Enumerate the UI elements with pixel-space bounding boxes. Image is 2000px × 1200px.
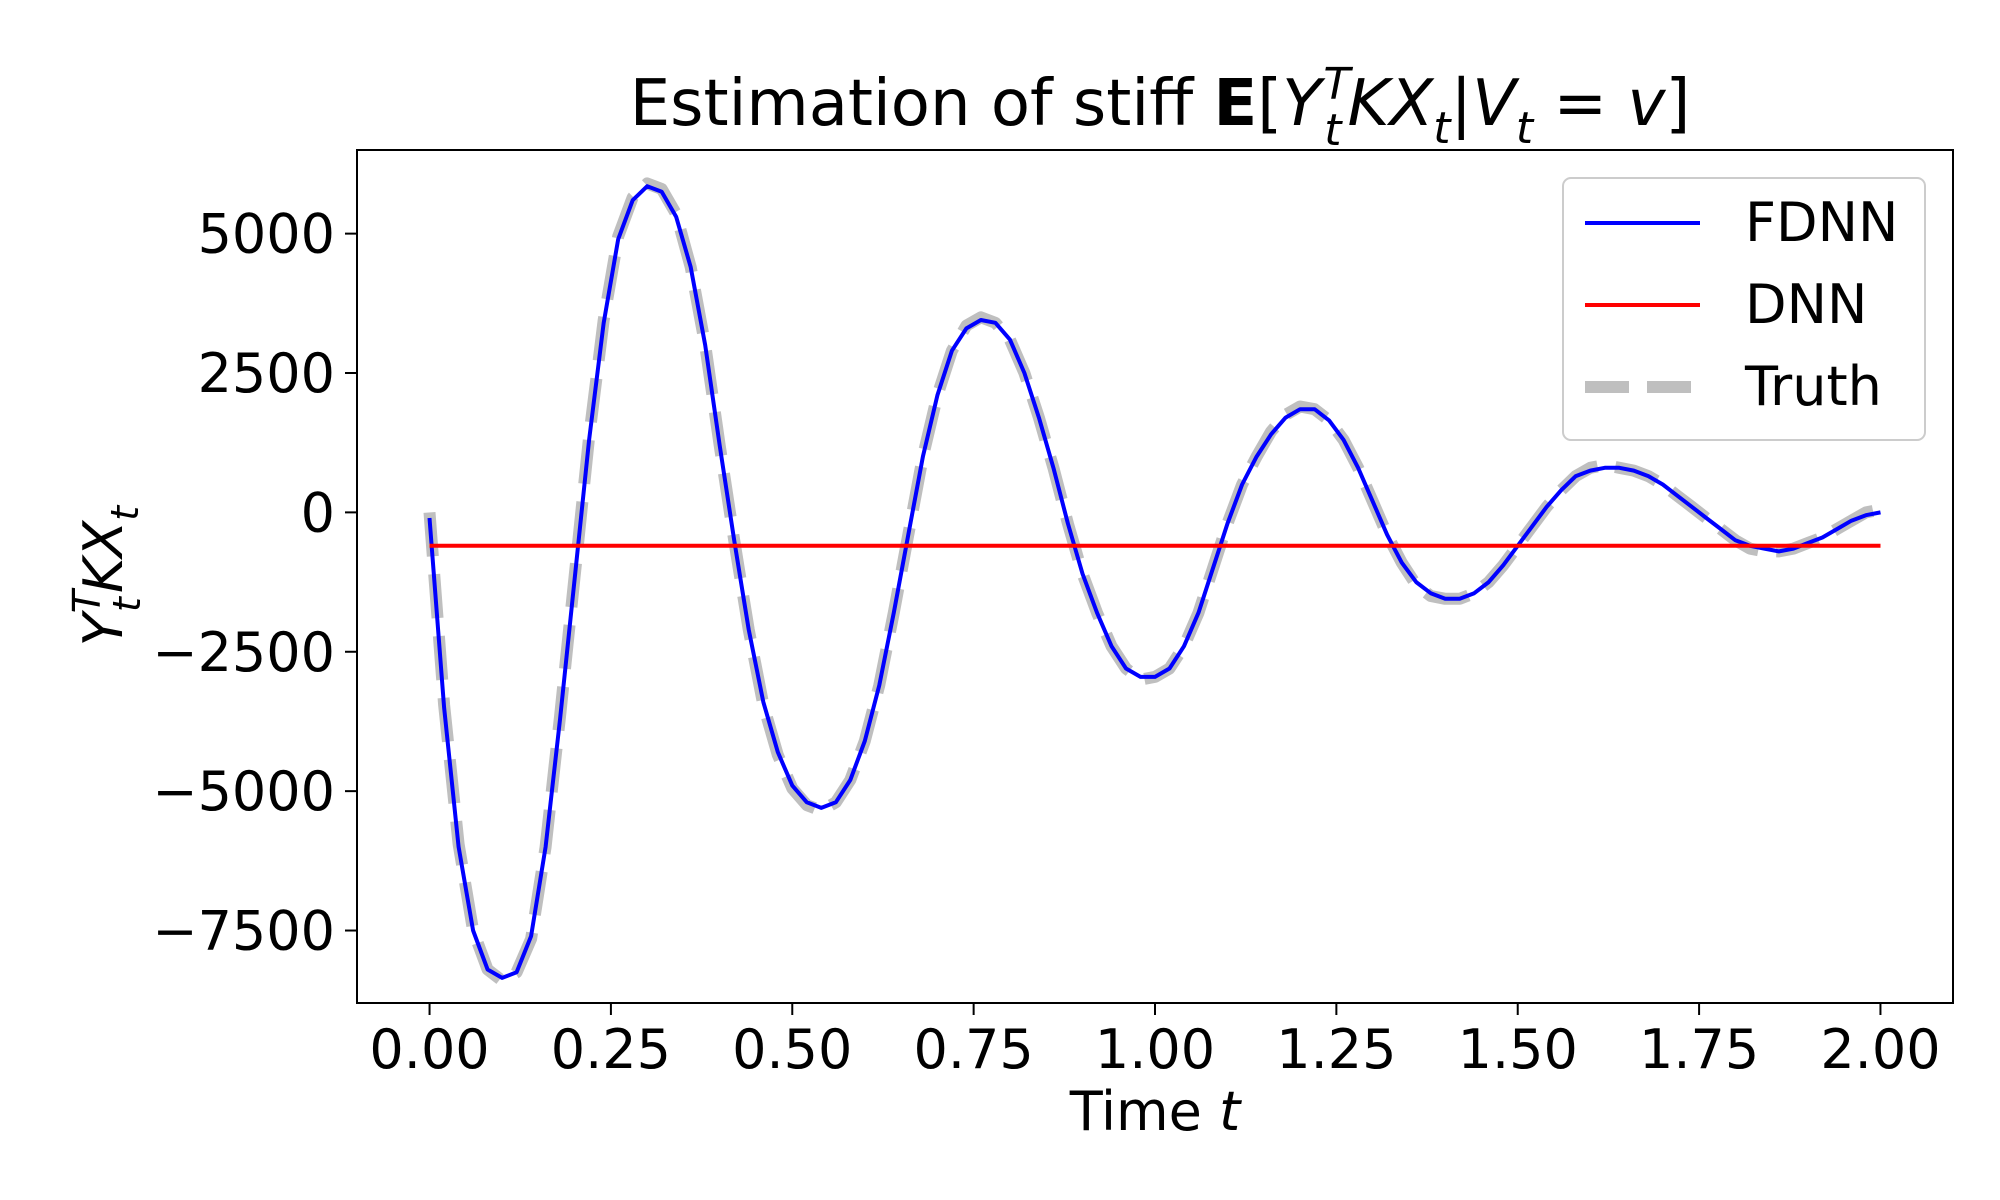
title-bracket-open: [ (1257, 67, 1282, 141)
legend-box (1562, 177, 1926, 441)
y-label-x: X (72, 520, 135, 561)
title-k: K (1347, 67, 1394, 141)
x-axis-label: Time t (1069, 1080, 1242, 1143)
title-eq: = (1533, 67, 1627, 141)
title-prefix: Estimation of stiff (630, 67, 1214, 141)
y-axis: −7500 −5000 −2500 0 2500 5000 (152, 203, 357, 963)
legend: FDNN DNN Truth (1562, 177, 1926, 441)
title-bracket-close: ] (1665, 67, 1690, 141)
x-tick-label: 1.50 (1458, 1018, 1578, 1081)
x-tick-label: 1.00 (1095, 1018, 1215, 1081)
x-tick-label: 0.75 (914, 1018, 1034, 1081)
series-layer (423, 177, 1882, 987)
legend-label-dnn: DNN (1745, 273, 1867, 336)
title-x: X (1386, 67, 1434, 141)
y-label-y-sub: t (105, 595, 149, 612)
y-tick-label: −2500 (152, 621, 335, 684)
y-label-x-sub: t (103, 504, 147, 521)
title-x-sub: t (1433, 103, 1452, 154)
legend-label-fdnn: FDNN (1745, 191, 1898, 254)
chart-title: Estimation of stiff E[YT tKXt|Vt = v] (630, 59, 1691, 156)
title-operator: E (1214, 67, 1258, 141)
y-tick-label: −7500 (152, 900, 335, 963)
y-tick-label: 5000 (198, 203, 335, 266)
title-bar: | (1451, 67, 1473, 141)
title-v-val: v (1627, 67, 1666, 141)
title-y-sup: T (1323, 59, 1353, 110)
y-label-y: Y (72, 609, 135, 646)
x-tick-label: 0.00 (369, 1018, 489, 1081)
x-axis-label-var: t (1219, 1080, 1242, 1143)
y-label-k: K (72, 554, 135, 593)
y-axis-label: YTtKXt (65, 504, 149, 647)
series-line-fdnn (427, 184, 1881, 980)
legend-label-truth: Truth (1744, 355, 1882, 418)
y-tick-label: −5000 (152, 760, 335, 823)
title-v-sub: t (1516, 103, 1535, 154)
x-tick-label: 0.25 (551, 1018, 671, 1081)
y-tick-label: 2500 (198, 342, 335, 405)
x-axis: 0.00 0.25 0.50 0.75 1.00 1.25 1.50 1.75 2.00 (369, 1003, 1941, 1081)
y-label-y-sup: T (65, 587, 109, 613)
x-tick-label: 2.00 (1820, 1018, 1940, 1081)
title-v-var: V (1472, 67, 1520, 141)
title-y: Y (1282, 67, 1326, 141)
title-y-sub: t (1324, 105, 1343, 156)
x-tick-label: 0.50 (732, 1018, 852, 1081)
y-tick-label: 0 (301, 481, 335, 544)
x-tick-label: 1.75 (1639, 1018, 1759, 1081)
plot-frame (356, 149, 1954, 1004)
x-tick-label: 1.25 (1276, 1018, 1396, 1081)
x-axis-label-text: Time (1069, 1080, 1219, 1143)
